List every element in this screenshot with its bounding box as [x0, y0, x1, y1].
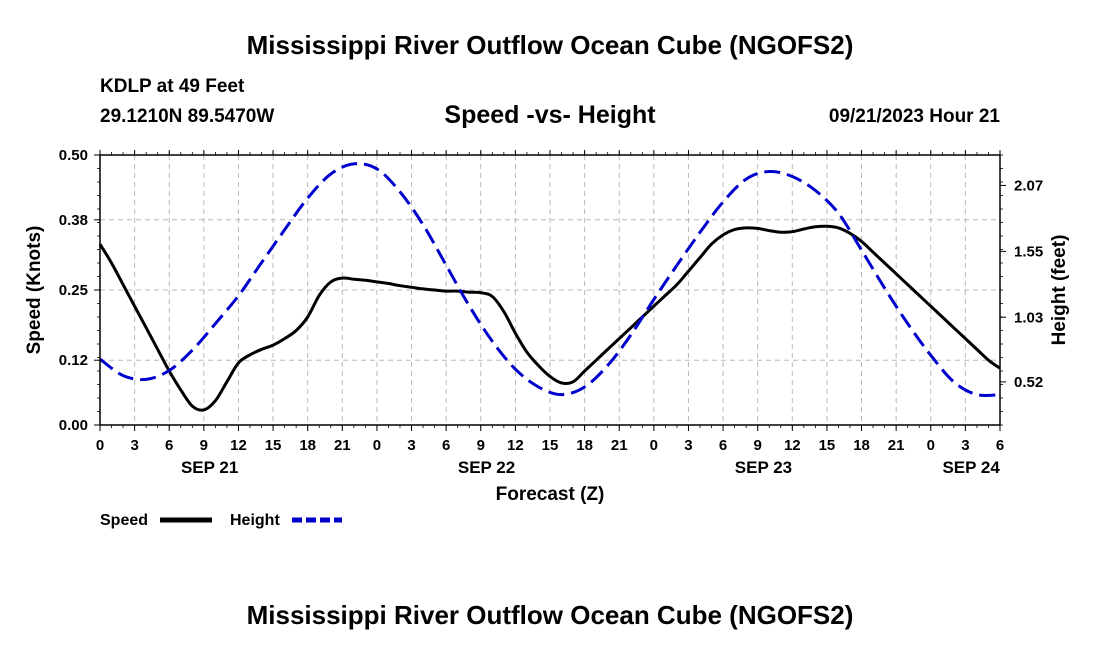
x-tick-label: 21 — [888, 437, 905, 454]
x-tick-label: 0 — [96, 437, 104, 454]
y-right-tick-label: 1.55 — [1014, 243, 1043, 260]
x-axis-title: Forecast (Z) — [496, 484, 605, 505]
x-tick-label: 6 — [165, 437, 173, 454]
x-tick-label: 9 — [477, 437, 485, 454]
series-line-height — [100, 164, 1000, 396]
date-label: SEP 21 — [181, 458, 238, 477]
x-tick-label: 15 — [265, 437, 282, 454]
date-label: SEP 23 — [735, 458, 792, 477]
legend-label-speed: Speed — [100, 512, 148, 529]
x-tick-label: 9 — [200, 437, 208, 454]
x-tick-label: 0 — [373, 437, 381, 454]
grid-layer — [100, 155, 1000, 425]
y-left-tick-label: 0.12 — [59, 352, 88, 369]
x-tick-label: 9 — [754, 437, 762, 454]
x-tick-label: 18 — [299, 437, 316, 454]
x-tick-label: 12 — [230, 437, 247, 454]
x-tick-label: 3 — [961, 437, 969, 454]
x-tick-label: 6 — [996, 437, 1004, 454]
date-label: SEP 22 — [458, 458, 515, 477]
x-tick-label: 3 — [130, 437, 138, 454]
y-left-tick-label: 0.38 — [59, 212, 88, 229]
x-tick-label: 21 — [611, 437, 628, 454]
left-axis-title: Speed (Knots) — [24, 226, 45, 355]
x-tick-label: 18 — [853, 437, 870, 454]
x-tick-label: 3 — [407, 437, 415, 454]
legend-label-height: Height — [230, 512, 280, 529]
x-tick-label: 18 — [576, 437, 593, 454]
y-left-tick-label: 0.00 — [59, 417, 88, 434]
x-tick-label: 0 — [650, 437, 658, 454]
x-tick-label: 6 — [442, 437, 450, 454]
label-layer: 0 3 6 9 12 15 18 21 0 3 6 9 12 15 18 21 0 3 6 9 12 15 18 21 0 3 6S… — [59, 147, 1043, 477]
right-axis-title: Height (feet) — [1049, 235, 1070, 346]
x-tick-label: 6 — [719, 437, 727, 454]
speed-height-chart: 0 3 6 9 12 15 18 21 0 3 6 9 12 15 18 21 0 3 6 9 12 15 18 21 0 3 6S… — [0, 0, 1100, 650]
footer-title: Mississippi River Outflow Ocean Cube (NG… — [0, 600, 1100, 631]
x-tick-label: 12 — [784, 437, 801, 454]
x-tick-label: 12 — [507, 437, 524, 454]
date-label: SEP 24 — [942, 458, 1000, 477]
x-tick-label: 3 — [684, 437, 692, 454]
x-tick-label: 0 — [927, 437, 935, 454]
legend: Speed Height — [100, 512, 342, 529]
y-left-tick-label: 0.50 — [59, 147, 88, 164]
y-right-tick-label: 2.07 — [1014, 177, 1043, 194]
x-tick-label: 15 — [542, 437, 559, 454]
y-right-tick-label: 0.52 — [1014, 374, 1043, 391]
x-tick-label: 15 — [819, 437, 836, 454]
y-right-tick-label: 1.03 — [1014, 309, 1043, 326]
x-tick-label: 21 — [334, 437, 351, 454]
y-left-tick-label: 0.25 — [59, 282, 88, 299]
